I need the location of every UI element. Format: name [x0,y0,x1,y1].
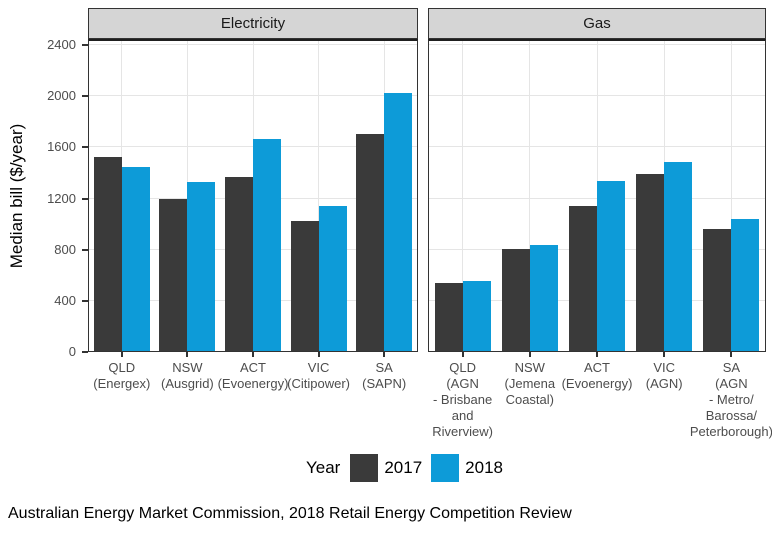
x-tick-mark [186,352,189,357]
y-tick-mark [82,351,88,353]
x-tick-mark [383,352,386,357]
x-axis-labels-gas: QLD (AGN - Brisbane and Riverview) NSW (J… [428,358,772,450]
x-tick-label: VIC (Citipower) [287,360,351,391]
facet-strip-gas: Gas [428,8,766,39]
gridline-vertical [318,41,320,351]
y-tick-mark [82,146,88,149]
legend-title: Year [305,458,341,477]
bar-2017 [290,220,319,351]
bar-2017 [434,283,463,351]
bar-2018 [253,138,281,351]
x-tick-mark [461,352,464,357]
y-tick-mark [82,197,88,200]
x-tick-label: QLD (Energex) [93,360,151,391]
y-tick-mark [82,299,88,302]
x-tick-label: NSW (Ausgrid) [161,360,214,391]
legend-label-2017: 2017 [384,458,423,477]
gridline-vertical [462,41,464,351]
bar-2017 [225,177,253,351]
caption: Australian Energy Market Commission, 201… [8,505,572,522]
bar-2018 [462,280,491,351]
bar-2017 [703,229,732,351]
x-tick-mark [730,352,733,357]
x-tick-mark [120,352,123,357]
facet-strip-electricity: Electricity [88,8,418,39]
plot-area-electricity [88,39,418,352]
y-tick-label: 400 [54,292,76,308]
x-tick-label: ACT (Evoenergy) [561,360,633,391]
y-tick-label: 2400 [47,37,76,52]
x-tick-label: ACT (Evoenergy) [217,360,289,391]
y-tick-label: 1200 [47,190,76,206]
x-axis-ticks-electricity [88,352,418,358]
x-tick-label: QLD (AGN - Brisbane and Riverview) [432,360,493,439]
x-axis-ticks-gas [428,352,766,358]
bar-2018 [664,161,693,351]
x-tick-label: NSW (Jemena Coastal) [504,360,556,407]
x-tick-mark [663,352,666,357]
chart-area: Median bill ($/year) 0 400 800 1200 1600 2000… [0,8,772,450]
bar-2018 [121,166,150,351]
y-tick-label: 1600 [47,139,76,155]
legend-label-2018: 2018 [465,458,503,477]
bar-2018 [597,180,625,351]
y-tick-mark [82,248,88,251]
y-tick-label: 0 [68,344,76,359]
y-tick-mark [82,44,88,46]
legend: Year 2017 2018 [23,454,772,482]
gridline-vertical [529,41,531,351]
bar-2018 [187,182,216,351]
x-tick-mark [317,352,320,357]
x-tick-label: SA (SAPN) [362,360,407,391]
bar-2017 [159,198,188,351]
plot-area-gas [428,39,766,352]
facet-panel-electricity: Electricity QLD (Energex) NSW (Ausgrid) AC… [88,8,418,450]
bar-2017 [93,156,122,351]
gridline-vertical [730,41,732,351]
y-tick-label: 800 [54,241,76,257]
x-tick-mark [596,352,598,357]
facet-panel-gas: Gas QLD (AGN - Brisbane and Riverview) NS… [428,8,772,450]
legend-swatch-2018 [431,454,460,482]
x-tick-mark [252,352,254,357]
x-tick-mark [528,352,531,357]
y-tick-mark [82,95,88,98]
bar-2017 [636,174,665,351]
bar-2018 [731,219,760,351]
y-axis: 0 400 800 1200 1600 2000 2400 [0,37,88,359]
bar-2018 [318,206,347,351]
x-tick-label: VIC (AGN) [645,360,683,391]
bar-2018 [529,244,558,351]
bar-2017 [569,206,597,351]
x-axis-labels-electricity: QLD (Energex) NSW (Ausgrid) ACT (Evoenergy… [88,358,418,450]
bar-2017 [356,133,385,351]
bar-2017 [501,248,530,351]
legend-swatch-2017 [350,454,379,482]
y-tick-label: 2000 [47,88,76,104]
bar-2018 [384,92,413,351]
x-tick-label: SA (AGN - Metro/ Barossa/ Peterborough) [689,360,772,439]
